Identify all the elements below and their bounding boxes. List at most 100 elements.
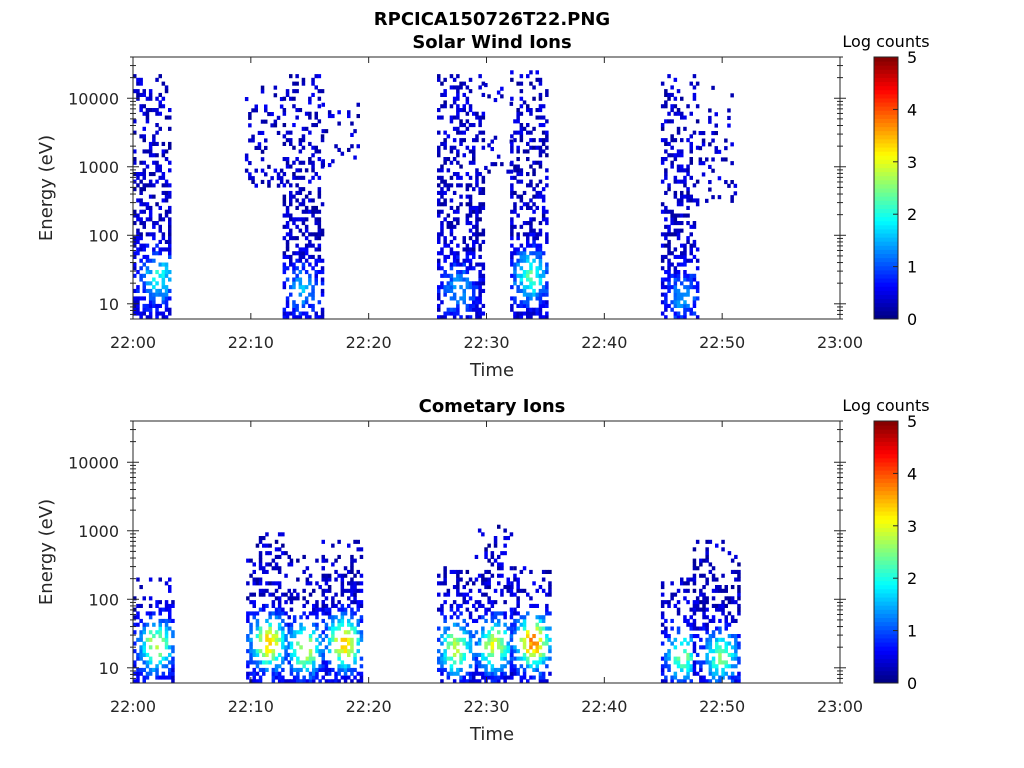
heatmap-cell — [285, 315, 290, 320]
colorbar-swatch — [874, 110, 898, 115]
heatmap-cell — [472, 157, 476, 162]
heatmap-cell — [356, 649, 360, 654]
heatmap-cell — [287, 652, 291, 657]
heatmap-cell — [465, 85, 470, 90]
heatmap-cell — [350, 562, 354, 567]
heatmap-cell — [289, 622, 294, 627]
heatmap-cell — [301, 303, 306, 308]
heatmap-cell — [142, 104, 146, 109]
heatmap-cell — [683, 285, 687, 290]
heatmap-cell — [477, 615, 482, 620]
heatmap-cell — [493, 600, 498, 605]
heatmap-cell — [673, 671, 678, 676]
heatmap-cell — [456, 311, 460, 316]
heatmap-cell — [503, 664, 507, 669]
heatmap-cell — [532, 145, 536, 150]
heatmap-cell — [711, 615, 716, 620]
heatmap-cell — [705, 581, 709, 586]
heatmap-cell — [664, 315, 668, 320]
heatmap-cell — [277, 581, 282, 586]
heatmap-cell — [730, 198, 734, 203]
heatmap-cell — [689, 141, 693, 146]
heatmap-cell — [535, 232, 539, 237]
heatmap-cell — [465, 679, 470, 684]
heatmap-cell — [506, 577, 510, 582]
heatmap-cell — [664, 292, 668, 297]
heatmap-cell — [311, 164, 315, 169]
x-tick-label: 22:50 — [699, 333, 745, 352]
heatmap-cell — [465, 266, 470, 271]
heatmap-cell — [516, 649, 520, 654]
heatmap-cell — [711, 157, 715, 162]
heatmap-cell — [670, 626, 674, 631]
heatmap-cell — [468, 236, 473, 241]
heatmap-cell — [284, 652, 288, 657]
heatmap-cell — [516, 311, 520, 316]
heatmap-cell — [148, 300, 153, 305]
heatmap-cell — [493, 679, 498, 684]
heatmap-cell — [664, 664, 668, 669]
heatmap-cell — [487, 94, 491, 99]
heatmap-cell — [295, 217, 299, 222]
heatmap-cell — [136, 172, 140, 177]
heatmap-cell — [148, 179, 153, 184]
heatmap-cell — [262, 607, 266, 612]
heatmap-cell — [327, 114, 332, 119]
heatmap-cell — [308, 160, 312, 165]
heatmap-cell — [350, 554, 354, 559]
heatmap-cell — [692, 603, 697, 608]
colorbar-swatch — [874, 592, 898, 598]
heatmap-cell — [516, 168, 520, 173]
heatmap-cell — [334, 679, 338, 684]
heatmap-cell — [136, 236, 140, 241]
heatmap-cell — [660, 277, 665, 282]
colorbar-swatch — [874, 584, 898, 590]
heatmap-cell — [456, 130, 460, 135]
heatmap-cell — [359, 573, 364, 578]
heatmap-cell — [443, 104, 447, 109]
heatmap-cell — [715, 577, 719, 582]
heatmap-cell — [456, 217, 460, 222]
colorbar-swatch — [874, 204, 898, 209]
heatmap-cell — [459, 577, 463, 582]
heatmap-cell — [139, 630, 143, 635]
heatmap-cell — [289, 236, 293, 241]
heatmap-cell — [446, 307, 451, 312]
heatmap-cell — [724, 626, 728, 631]
heatmap-cell — [449, 262, 454, 267]
heatmap-cell — [168, 141, 172, 146]
heatmap-cell — [468, 194, 473, 199]
heatmap-cell — [490, 667, 495, 672]
heatmap-cell — [304, 217, 309, 222]
heatmap-cell — [298, 168, 303, 173]
heatmap-cell — [321, 652, 325, 657]
heatmap-cell — [683, 581, 687, 586]
heatmap-cell — [285, 247, 290, 252]
heatmap-cell — [724, 664, 728, 669]
heatmap-cell — [503, 649, 507, 654]
heatmap-cell — [311, 145, 315, 150]
heatmap-cell — [248, 172, 252, 177]
heatmap-cell — [673, 194, 678, 199]
heatmap-cell — [452, 292, 457, 297]
heatmap-cell — [538, 281, 543, 286]
heatmap-cell — [446, 168, 451, 173]
heatmap-cell — [353, 630, 357, 635]
heatmap-cell — [133, 262, 137, 267]
heatmap-cell — [277, 547, 282, 552]
heatmap-cell — [676, 126, 681, 131]
heatmap-cell — [519, 74, 524, 79]
heatmap-cell — [308, 281, 312, 286]
heatmap-cell — [359, 600, 364, 605]
heatmap-cell — [443, 652, 447, 657]
colorbar-swatch — [874, 658, 898, 664]
heatmap-cell — [158, 630, 162, 635]
heatmap-cell — [538, 630, 543, 635]
heatmap-cell — [503, 652, 507, 657]
heatmap-cell — [443, 138, 447, 143]
heatmap-cell — [251, 138, 255, 143]
heatmap-cell — [164, 634, 169, 639]
heatmap-cell — [142, 596, 146, 601]
heatmap-cell — [343, 664, 348, 669]
heatmap-cell — [456, 581, 460, 586]
